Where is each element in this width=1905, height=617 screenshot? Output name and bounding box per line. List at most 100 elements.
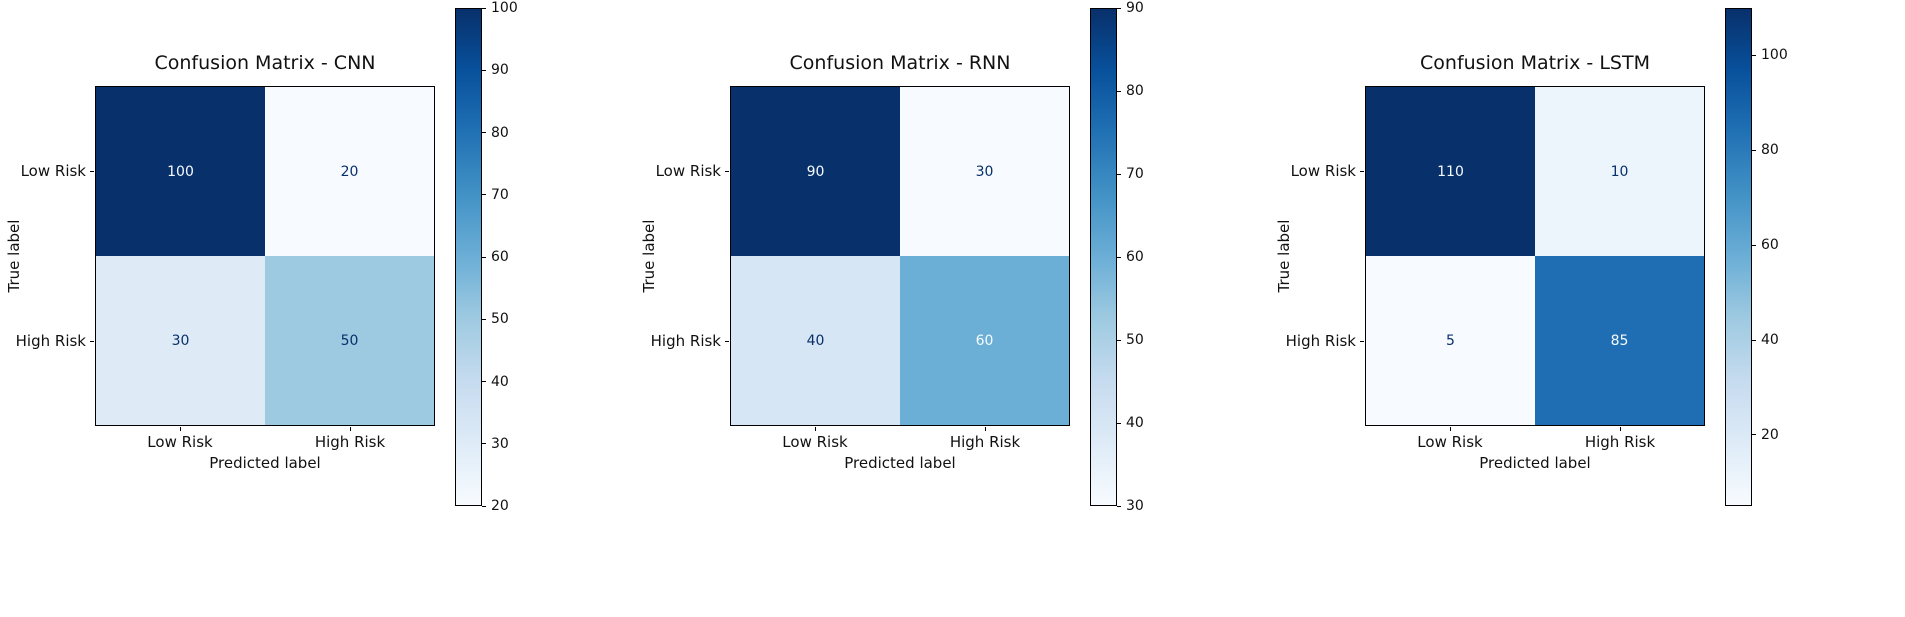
matrix-cell-true-high-pred-low: 5 <box>1366 256 1535 425</box>
colorbar-tick: 30 <box>1117 497 1144 515</box>
confusion-matrix-panel-cnn: Confusion Matrix - CNN True label Low Ri… <box>0 0 635 617</box>
colorbar-tick-mark <box>482 194 486 196</box>
y-tick-mark <box>1360 171 1364 172</box>
matrix-cell-true-high-pred-high: 60 <box>900 256 1069 425</box>
y-tick-label-high-risk: High Risk <box>1285 332 1356 350</box>
colorbar-tick-mark <box>1117 173 1121 175</box>
colorbar-tick-mark <box>1117 505 1121 507</box>
colorbar-tick: 100 <box>482 0 518 17</box>
colorbar-tick-mark <box>482 318 486 320</box>
colorbar-tick-label: 70 <box>1126 166 1144 182</box>
colorbar-tick: 90 <box>482 61 509 79</box>
x-tick-mark <box>350 427 351 431</box>
panel-title: Confusion Matrix - RNN <box>789 52 1011 74</box>
colorbar-tick-mark <box>482 443 486 445</box>
colorbar-tick-mark <box>482 7 486 9</box>
colorbar-tick: 50 <box>1117 331 1144 349</box>
matrix-cell-true-high-pred-high: 85 <box>1535 256 1704 425</box>
colorbar-tick: 100 <box>1752 46 1788 64</box>
y-tick-label-low-risk: Low Risk <box>20 162 86 180</box>
matrix-cell-true-high-pred-high: 50 <box>265 256 434 425</box>
colorbar-tick-mark <box>482 132 486 133</box>
x-tick-label-low-risk: Low Risk <box>782 433 848 451</box>
y-tick-mark <box>1360 341 1364 342</box>
y-tick-mark <box>90 171 94 172</box>
colorbar-tick-mark <box>1752 244 1756 246</box>
colorbar-tick-label: 30 <box>1126 498 1144 514</box>
x-axis-label: Predicted label <box>1479 454 1591 472</box>
matrix-cell-true-high-pred-low: 40 <box>731 256 900 425</box>
colorbar-tick-label: 80 <box>491 124 509 141</box>
confusion-matrix-panel-lstm: Confusion Matrix - LSTM True label Low R… <box>1270 0 1905 617</box>
colorbar-tick-label: 100 <box>491 0 518 16</box>
matrix-cell-true-low-pred-low: 100 <box>96 87 265 256</box>
colorbar-tick-label: 80 <box>1126 83 1144 99</box>
colorbar-tick-mark <box>1752 339 1756 341</box>
colorbar-tick-mark <box>1117 90 1121 92</box>
y-tick-label-low-risk: Low Risk <box>1290 162 1356 180</box>
colorbar-tick: 70 <box>1117 165 1144 183</box>
colorbar-tick: 40 <box>1752 331 1779 349</box>
x-tick-label-low-risk: Low Risk <box>147 433 213 451</box>
colorbar <box>1725 8 1752 506</box>
heatmap: 90 30 40 60 <box>730 86 1070 426</box>
colorbar-tick-label: 100 <box>1761 47 1788 64</box>
colorbar <box>455 8 482 506</box>
colorbar-tick: 80 <box>482 124 509 142</box>
x-tick-label-high-risk: High Risk <box>314 433 386 451</box>
colorbar-tick-mark <box>1117 256 1121 258</box>
colorbar-tick: 60 <box>482 248 509 266</box>
colorbar-tick-label: 40 <box>1761 332 1779 348</box>
colorbar-tick-label: 70 <box>491 186 509 203</box>
colorbar-tick-mark <box>1117 7 1121 9</box>
colorbar-tick-mark <box>1117 422 1121 424</box>
y-axis-label: True label <box>640 219 658 293</box>
colorbar-tick-label: 30 <box>491 435 509 452</box>
x-tick-mark <box>1620 427 1621 431</box>
colorbar-tick: 40 <box>1117 414 1144 432</box>
matrix-cell-true-low-pred-low: 110 <box>1366 87 1535 256</box>
confusion-matrix-panel-rnn: Confusion Matrix - RNN True label Low Ri… <box>635 0 1270 617</box>
colorbar-tick-mark <box>1752 434 1756 436</box>
colorbar-tick-label: 50 <box>491 311 509 328</box>
colorbar-tick-label: 20 <box>491 498 509 514</box>
colorbar-tick-label: 40 <box>491 373 509 390</box>
colorbar-tick-label: 40 <box>1126 415 1144 431</box>
matrix-cell-true-low-pred-low: 90 <box>731 87 900 256</box>
colorbar-tick-mark <box>482 69 486 71</box>
x-tick-label-low-risk: Low Risk <box>1417 433 1483 451</box>
x-tick-mark <box>815 427 816 431</box>
colorbar-tick-label: 60 <box>1761 237 1779 254</box>
colorbar-tick: 30 <box>482 435 509 453</box>
colorbar-tick-mark <box>482 505 486 507</box>
colorbar-tick-label: 60 <box>1126 249 1144 265</box>
matrix-cell-true-low-pred-high: 30 <box>900 87 1069 256</box>
y-tick-mark <box>725 171 729 172</box>
colorbar-tick-label: 60 <box>491 249 509 265</box>
x-axis-label: Predicted label <box>844 454 956 472</box>
colorbar-tick-label: 90 <box>1126 0 1144 16</box>
matrix-cell-true-low-pred-high: 10 <box>1535 87 1704 256</box>
colorbar-tick: 90 <box>1117 0 1144 17</box>
y-tick-label-high-risk: High Risk <box>15 332 86 350</box>
x-tick-label-high-risk: High Risk <box>1584 433 1656 451</box>
x-tick-mark <box>985 427 986 431</box>
colorbar-tick-label: 20 <box>1761 426 1779 443</box>
x-tick-label-high-risk: High Risk <box>949 433 1021 451</box>
y-tick-label-low-risk: Low Risk <box>655 162 721 180</box>
colorbar-gradient <box>1091 9 1116 505</box>
panel-title: Confusion Matrix - LSTM <box>1420 52 1650 74</box>
heatmap: 110 10 5 85 <box>1365 86 1705 426</box>
y-tick-mark <box>90 341 94 342</box>
y-axis-label: True label <box>5 219 23 293</box>
x-tick-mark <box>1450 427 1451 431</box>
colorbar-tick: 70 <box>482 186 509 204</box>
colorbar-gradient <box>1726 9 1751 505</box>
panel-title: Confusion Matrix - CNN <box>154 52 376 74</box>
colorbar-ticks: 20 30 40 50 60 70 80 90 100 <box>482 0 542 514</box>
colorbar-tick-mark <box>482 381 486 382</box>
colorbar <box>1090 8 1117 506</box>
y-tick-mark <box>725 341 729 342</box>
matrix-cell-true-low-pred-high: 20 <box>265 87 434 256</box>
